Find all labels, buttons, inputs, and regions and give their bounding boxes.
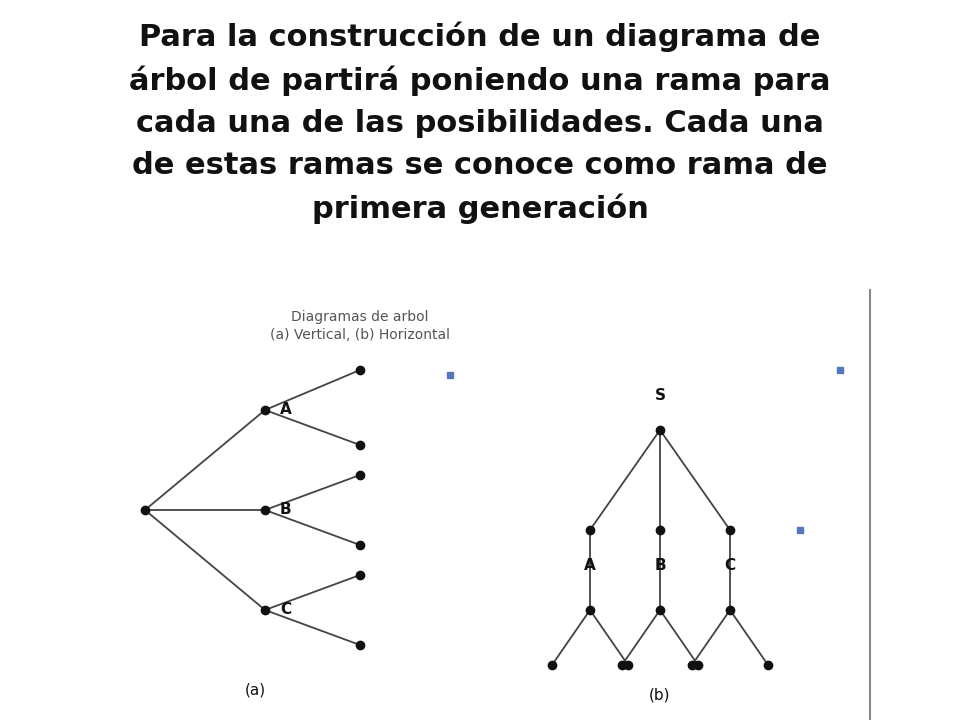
Text: A: A	[584, 558, 596, 573]
Text: (a): (a)	[245, 683, 266, 698]
Text: (b): (b)	[649, 688, 671, 703]
Text: S: S	[655, 387, 665, 402]
Text: B: B	[654, 558, 666, 573]
Text: B: B	[280, 503, 292, 518]
Text: Diagramas de arbol
(a) Vertical, (b) Horizontal: Diagramas de arbol (a) Vertical, (b) Hor…	[270, 310, 450, 343]
Text: C: C	[725, 558, 735, 573]
Text: Para la construcción de un diagrama de
árbol de partirá poniendo una rama para
c: Para la construcción de un diagrama de á…	[130, 22, 830, 224]
Text: A: A	[280, 402, 292, 418]
Text: C: C	[280, 603, 291, 618]
